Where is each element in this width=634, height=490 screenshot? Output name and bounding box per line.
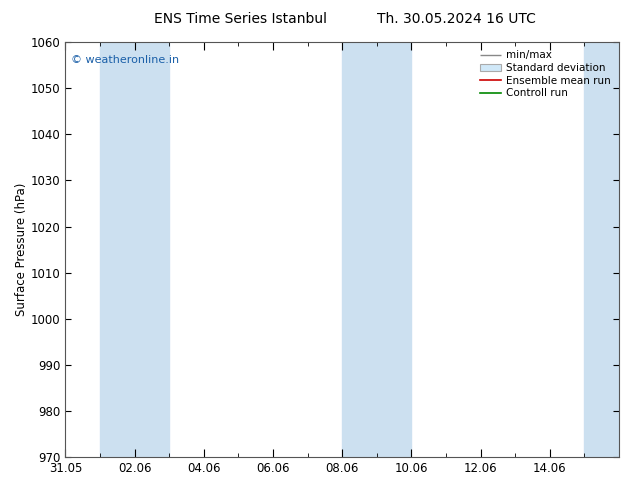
Text: Th. 30.05.2024 16 UTC: Th. 30.05.2024 16 UTC: [377, 12, 536, 26]
Text: ENS Time Series Istanbul: ENS Time Series Istanbul: [155, 12, 327, 26]
Text: © weatheronline.in: © weatheronline.in: [71, 54, 179, 65]
Bar: [100, 42, 169, 457]
Bar: [342, 42, 411, 457]
Legend: min/max, Standard deviation, Ensemble mean run, Controll run: min/max, Standard deviation, Ensemble me…: [477, 47, 614, 101]
Bar: [585, 42, 619, 457]
Y-axis label: Surface Pressure (hPa): Surface Pressure (hPa): [15, 183, 28, 316]
